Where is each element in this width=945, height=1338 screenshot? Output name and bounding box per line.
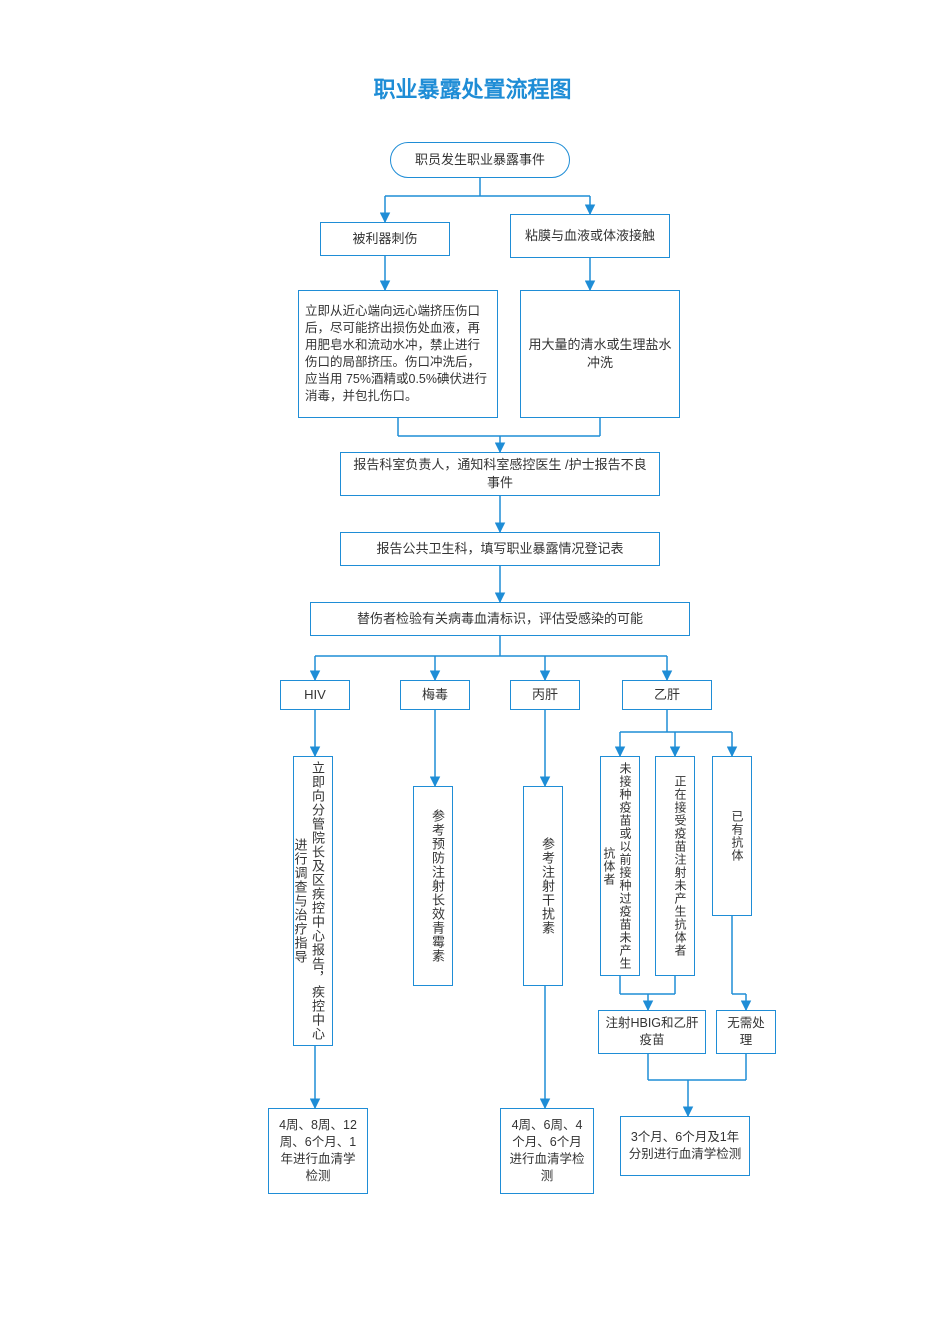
node-syph-action: 参考预防注射长效青霉素 <box>413 786 453 986</box>
node-start: 职员发生职业暴露事件 <box>390 142 570 178</box>
node-hbv-follow: 3个月、6个月及1年分别进行血清学检测 <box>620 1116 750 1176</box>
node-hbig-label: 注射HBIG和乙肝疫苗 <box>605 1015 699 1049</box>
node-report2-label: 报告公共卫生科，填写职业暴露情况登记表 <box>347 540 653 558</box>
node-syph-label: 梅毒 <box>407 686 463 704</box>
node-mucosa: 粘膜与血液或体液接触 <box>510 214 670 258</box>
node-hiv-label: HIV <box>287 686 343 704</box>
node-hcv: 丙肝 <box>510 680 580 710</box>
node-hcv-follow-label: 4周、6周、4个月、6个月进行血清学检测 <box>507 1117 587 1185</box>
node-hbv-c: 已有抗体 <box>712 756 752 916</box>
node-hbv-c-label: 已有抗体 <box>719 810 745 862</box>
node-hiv-action: 立即向分管院长及区疾控中心报告，疾控中心进行调查与治疗指导 <box>293 756 333 1046</box>
node-mucosa-action: 用大量的清水或生理盐水冲洗 <box>520 290 680 418</box>
node-hcv-follow: 4周、6周、4个月、6个月进行血清学检测 <box>500 1108 594 1194</box>
node-start-label: 职员发生职业暴露事件 <box>397 151 563 169</box>
node-hiv-follow-label: 4周、8周、12周、6个月、1年进行血清学检测 <box>275 1117 361 1185</box>
node-hbv-label: 乙肝 <box>629 686 705 704</box>
node-assess: 替伤者检验有关病毒血清标识，评估受感染的可能 <box>310 602 690 636</box>
node-hbv-follow-label: 3个月、6个月及1年分别进行血清学检测 <box>627 1129 743 1163</box>
node-none: 无需处理 <box>716 1010 776 1054</box>
node-mucosa-action-label: 用大量的清水或生理盐水冲洗 <box>527 336 673 371</box>
node-sharp-action-label: 立即从近心端向远心端挤压伤口后，尽可能挤出损伤处血液，再用肥皂水和流动水冲，禁止… <box>305 303 491 404</box>
node-hbv-b: 正在接受疫苗注射未产生抗体者 <box>655 756 695 976</box>
connectors <box>0 0 945 1338</box>
node-syph-action-label: 参考预防注射长效青霉素 <box>420 809 446 963</box>
node-hiv-action-label: 立即向分管院长及区疾控中心报告，疾控中心进行调查与治疗指导 <box>300 761 326 1041</box>
node-sharp: 被利器刺伤 <box>320 222 450 256</box>
node-report2: 报告公共卫生科，填写职业暴露情况登记表 <box>340 532 660 566</box>
node-hbv-a: 未接种疫苗或以前接种过疫苗未产生抗体者 <box>600 756 640 976</box>
node-mucosa-label: 粘膜与血液或体液接触 <box>517 227 663 245</box>
title-text: 职业暴露处置流程图 <box>373 77 571 102</box>
node-hcv-action-label: 参考注射干扰素 <box>530 837 556 935</box>
node-report1: 报告科室负责人，通知科室感控医生 /护士报告不良事件 <box>340 452 660 496</box>
node-none-label: 无需处理 <box>723 1015 769 1049</box>
node-hbig: 注射HBIG和乙肝疫苗 <box>598 1010 706 1054</box>
node-syph: 梅毒 <box>400 680 470 710</box>
node-assess-label: 替伤者检验有关病毒血清标识，评估受感染的可能 <box>317 610 683 628</box>
node-hbv-b-label: 正在接受疫苗注射未产生抗体者 <box>662 775 688 957</box>
flowchart-page: 职业暴露处置流程图 职员发生职业暴露事件 被利器刺伤 粘膜与血液或体液接触 立即… <box>0 0 945 1338</box>
node-hbv-a-label: 未接种疫苗或以前接种过疫苗未产生抗体者 <box>607 761 633 971</box>
node-sharp-label: 被利器刺伤 <box>327 230 443 248</box>
node-hiv-follow: 4周、8周、12周、6个月、1年进行血清学检测 <box>268 1108 368 1194</box>
node-sharp-action: 立即从近心端向远心端挤压伤口后，尽可能挤出损伤处血液，再用肥皂水和流动水冲，禁止… <box>298 290 498 418</box>
node-hcv-action: 参考注射干扰素 <box>523 786 563 986</box>
node-report1-label: 报告科室负责人，通知科室感控医生 /护士报告不良事件 <box>347 456 653 491</box>
node-hbv: 乙肝 <box>622 680 712 710</box>
node-hcv-label: 丙肝 <box>517 686 573 704</box>
node-hiv: HIV <box>280 680 350 710</box>
diagram-title: 职业暴露处置流程图 <box>0 72 945 104</box>
